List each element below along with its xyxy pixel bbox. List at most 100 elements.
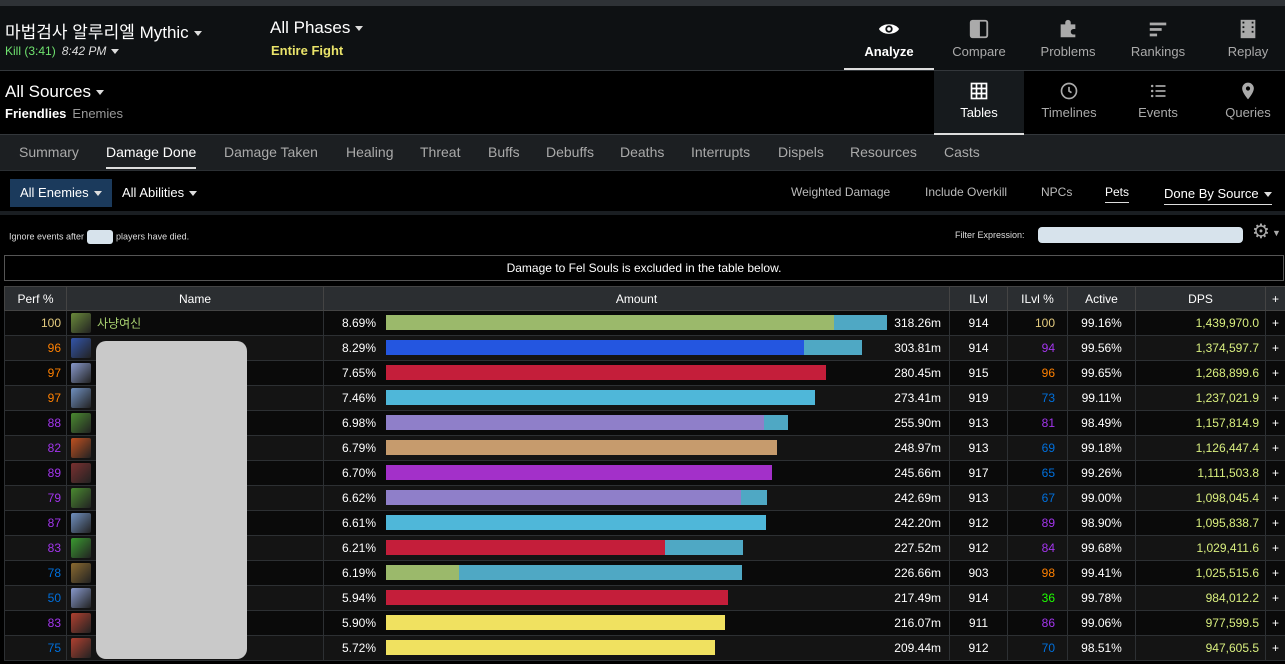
col-ilvl[interactable]: ILvl (949, 286, 1008, 311)
col-name[interactable]: Name (66, 286, 324, 311)
tab-interrupts[interactable]: Interrupts (691, 144, 751, 160)
expand-button[interactable]: + (1265, 510, 1285, 536)
ilvl-cell: 912 (949, 535, 1008, 561)
tab-threat[interactable]: Threat (420, 144, 461, 160)
ilvl-percent-value: 84 (1041, 541, 1055, 555)
class-icon (71, 588, 91, 608)
expand-button[interactable]: + (1265, 335, 1285, 361)
expand-button[interactable]: + (1265, 410, 1285, 436)
nav-analyze[interactable]: Analyze (844, 12, 934, 70)
tab-debuffs[interactable]: Debuffs (546, 144, 594, 160)
tab-dispels[interactable]: Dispels (778, 144, 824, 160)
expand-button[interactable]: + (1265, 585, 1285, 611)
abilities-dropdown[interactable]: All Abilities (112, 179, 207, 207)
filter-expression-input[interactable] (1038, 227, 1243, 243)
col-amount[interactable]: Amount (323, 286, 950, 311)
expand-button[interactable]: + (1265, 560, 1285, 586)
expand-button[interactable]: + (1265, 485, 1285, 511)
nav-rankings[interactable]: Rankings (1113, 12, 1203, 70)
ilvl-percent-value: 81 (1041, 416, 1055, 430)
perf-value: 82 (47, 441, 61, 455)
nav-label: Compare (952, 44, 1006, 59)
perf-value: 100 (40, 316, 61, 330)
expand-button[interactable]: + (1265, 435, 1285, 461)
fight-selector[interactable]: 마법검사 알루리엘 Mythic (5, 18, 202, 43)
chevron-down-icon[interactable]: ▼ (1272, 228, 1281, 238)
col-dps[interactable]: DPS (1135, 286, 1266, 311)
nav-replay[interactable]: Replay (1203, 12, 1285, 70)
view-events[interactable]: Events (1113, 71, 1203, 135)
amount-cell: 8.69% 318.26m (323, 310, 950, 336)
chevron-down-icon (355, 26, 364, 32)
expand-button[interactable]: + (1265, 535, 1285, 561)
nav-problems[interactable]: Problems (1023, 12, 1113, 70)
source-selector[interactable]: All Sources (5, 82, 104, 102)
ilvl-percent-value: 73 (1041, 391, 1055, 405)
table-row[interactable]: 96 8.29% 303.81m 914 94 99.56% 1,374,597.7 + (4, 335, 1285, 361)
enemies-dropdown[interactable]: All Enemies (10, 179, 112, 207)
ilvl-percent-cell: 84 (1007, 535, 1068, 561)
class-icon (71, 363, 91, 383)
dps-cell: 1,025,515.6 (1135, 560, 1266, 586)
done-by-dropdown[interactable]: Done By Source (1164, 186, 1272, 205)
view-timelines[interactable]: Timelines (1024, 71, 1114, 135)
option-pets[interactable]: Pets (1105, 185, 1130, 203)
amount-cell: 5.94% 217.49m (323, 585, 950, 611)
expand-button[interactable]: + (1265, 385, 1285, 411)
amount-percent: 6.79% (342, 441, 377, 455)
enemies-toggle[interactable]: Enemies (72, 106, 123, 121)
option-npcs[interactable]: NPCs (1041, 185, 1073, 199)
table-row[interactable]: 100 사냥여신 8.69% 318.26m 914 100 99.16% 1,439,970… (4, 310, 1285, 336)
chevron-down-icon (1263, 192, 1272, 198)
expand-button[interactable]: + (1265, 310, 1285, 336)
tab-casts[interactable]: Casts (944, 144, 980, 160)
expand-button[interactable]: + (1265, 635, 1285, 661)
pet-damage-bar (804, 340, 862, 355)
perf-value: 78 (47, 566, 61, 580)
ilvl-cell: 914 (949, 310, 1008, 336)
col-ilvl-percent[interactable]: ILvl % (1007, 286, 1068, 311)
tab-damage-taken[interactable]: Damage Taken (224, 144, 318, 160)
option-include-overkill[interactable]: Include Overkill (925, 185, 1008, 199)
col-add-button[interactable]: + (1265, 286, 1285, 311)
nav-compare[interactable]: Compare (934, 12, 1024, 70)
table-row[interactable]: 97 7.46% 273.41m 919 73 99.11% 1,237,021.9 + (4, 385, 1285, 411)
tab-healing[interactable]: Healing (346, 144, 394, 160)
view-queries[interactable]: Queries (1203, 71, 1285, 135)
amount-cell: 6.70% 245.66m (323, 460, 950, 486)
perf-cell: 100 (4, 310, 67, 336)
ilvl-percent-value: 67 (1041, 491, 1055, 505)
source-bar: All Sources Friendlies Enemies Tables Tim… (0, 71, 1285, 135)
ilvl-percent-value: 100 (1034, 316, 1055, 330)
perf-cell: 83 (4, 535, 67, 561)
col-perf[interactable]: Perf % (4, 286, 67, 311)
table-row[interactable]: 97 7.65% 280.45m 915 96 99.65% 1,268,899.6 + (4, 360, 1285, 386)
expand-button[interactable]: + (1265, 610, 1285, 636)
amount-percent: 5.90% (342, 616, 377, 630)
tab-resources[interactable]: Resources (850, 144, 917, 160)
active-cell: 98.49% (1067, 410, 1136, 436)
option-weighted-damage[interactable]: Weighted Damage (791, 185, 891, 199)
name-cell[interactable]: 사냥여신 (66, 310, 324, 336)
tab-deaths[interactable]: Deaths (620, 144, 665, 160)
perf-cell: 79 (4, 485, 67, 511)
damage-bar (386, 465, 772, 480)
tab-buffs[interactable]: Buffs (488, 144, 520, 160)
col-active[interactable]: Active (1067, 286, 1136, 311)
amount-total: 248.97m (894, 441, 941, 455)
film-icon (1240, 19, 1256, 39)
damage-bar (386, 515, 766, 530)
phase-selector[interactable]: All Phases (270, 18, 364, 38)
tab-summary[interactable]: Summary (19, 144, 79, 160)
table-row[interactable]: 88 6.98% 255.90m 913 81 98.49% 1,157,814.9 + (4, 410, 1285, 436)
expand-button[interactable]: + (1265, 360, 1285, 386)
tab-damage-done[interactable]: Damage Done (106, 144, 197, 169)
amount-total: 245.66m (894, 466, 941, 480)
gear-icon[interactable]: ⚙ (1252, 221, 1270, 243)
player-name[interactable]: 사냥여신 (97, 316, 142, 331)
expand-button[interactable]: + (1265, 460, 1285, 486)
friendlies-toggle[interactable]: Friendlies (5, 106, 67, 121)
view-tables[interactable]: Tables (934, 71, 1024, 135)
deaths-count-input[interactable] (87, 230, 114, 244)
fight-info[interactable]: Kill (3:41) 8:42 PM (5, 44, 120, 58)
